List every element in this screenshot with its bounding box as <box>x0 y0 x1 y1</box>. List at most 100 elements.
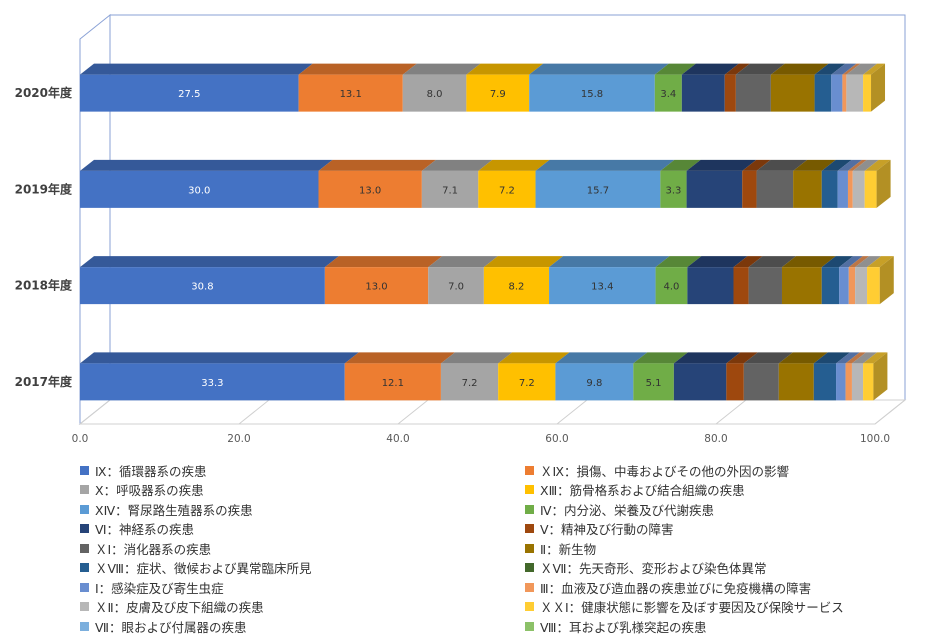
bar-segment-top <box>478 159 550 171</box>
legend-label: ⅩⅣ：腎尿路生殖器系の疾患 <box>95 502 253 518</box>
x-tick-label: 0.0 <box>72 433 89 445</box>
bar-segment-top <box>402 63 481 75</box>
legend-item: ＸＸⅠ：健康状態に影響を及ぼす要因及び保険サービス <box>525 597 844 617</box>
bar-segment <box>742 170 757 208</box>
legend-item: Ⅳ：内分泌、栄養及び代謝疾患 <box>525 499 714 519</box>
legend-swatch <box>525 563 534 572</box>
bar-segment-top <box>298 63 417 75</box>
bar-segment-top <box>80 256 339 268</box>
bar-segment <box>837 170 848 208</box>
legend-swatch <box>80 563 89 572</box>
bar-segment <box>863 363 874 401</box>
legend-label: ＸⅡ：皮膚及び皮下組織の疾患 <box>95 600 264 615</box>
bar-segment-top <box>847 159 867 171</box>
legend-swatch <box>525 621 534 631</box>
bar-segment-top <box>863 352 888 364</box>
bar-segment-top <box>687 256 748 268</box>
bar-stack: 33.3 12.1 7.2 7.2 9.8 5.1 <box>80 352 888 401</box>
gridline <box>556 399 588 425</box>
bar-segment-top <box>848 256 870 268</box>
legend-label: ＸⅠ：消化器系の疾患 <box>95 541 212 557</box>
legend-label: ＸⅧ：症状、徴候および異常臨床所見 <box>95 561 312 576</box>
data-label: 30.0 <box>188 185 210 196</box>
bar-segment-top <box>655 256 702 268</box>
legend-label: ⅩⅢ：筋骨格系および結合組織の疾患 <box>540 483 745 498</box>
legend-label: Ⅶ：眼および付属器の疾患 <box>95 619 247 635</box>
bar-segment <box>478 170 536 208</box>
bar-segment <box>846 74 864 112</box>
bar-segment-top <box>855 256 882 268</box>
bar-segment-top <box>733 256 763 268</box>
bar-segment <box>80 363 345 401</box>
data-label: 27.5 <box>178 89 200 100</box>
data-label: 15.8 <box>581 89 603 100</box>
bar-segment <box>813 363 837 401</box>
data-label: 7.2 <box>462 378 478 389</box>
bar-segment-top <box>836 352 860 364</box>
legend-item: ＸⅨ：損傷、中毒およびその他の外因の影響 <box>525 460 789 480</box>
bar-segment-top <box>839 256 863 268</box>
category-label: 2020年度 <box>15 85 73 100</box>
bar-end-cap <box>879 256 894 305</box>
bar-segment <box>726 363 744 401</box>
gridline <box>397 399 429 425</box>
legend-item: ＸⅡ：皮膚及び皮下組織の疾患 <box>80 597 264 617</box>
bar-segment <box>847 170 853 208</box>
legend-swatch <box>80 524 89 533</box>
bar-segment <box>555 363 634 401</box>
gridline <box>715 399 747 425</box>
bar-segment <box>852 170 865 208</box>
bar-segment-top <box>748 256 796 268</box>
legend-label: ＸＸⅠ：健康状態に影響を及ぼす要因及び保険サービス <box>540 600 844 615</box>
legend-label: ＸⅦ：先天奇形、変形および染色体異常 <box>540 561 767 576</box>
bar-segment-top <box>842 63 861 75</box>
gridline <box>238 399 270 425</box>
data-label: 8.2 <box>509 282 525 293</box>
data-label: 13.0 <box>359 185 381 196</box>
bar-segment <box>839 267 849 305</box>
data-label: 7.1 <box>442 185 458 196</box>
legend-item: Ⅵ：神経系の疾患 <box>80 519 194 539</box>
bar-segment <box>80 74 299 112</box>
bar-segment-top <box>633 352 688 364</box>
legend-item: ＸⅦ：先天奇形、変形および染色体異常 <box>525 558 767 578</box>
legend-item: ＸⅠ：消化器系の疾患 <box>80 538 211 558</box>
data-label: 15.7 <box>587 185 609 196</box>
x-tick-label: 80.0 <box>704 433 727 445</box>
bar-segment <box>421 170 479 208</box>
bar-segment-top <box>756 159 808 171</box>
bar-segment <box>686 170 743 208</box>
bar-segment-top <box>318 159 436 171</box>
bar-segment-top <box>867 256 894 268</box>
bar-segment-top <box>421 159 493 171</box>
legend-item: Ⅷ：耳および乳様突起の疾患 <box>525 616 706 636</box>
bar-segment-top <box>845 352 866 364</box>
bar-segment <box>864 170 877 208</box>
bar-segment-top <box>837 159 862 171</box>
bar-end-cap <box>876 159 891 208</box>
legend-swatch <box>525 485 534 494</box>
bar-segment <box>848 267 856 305</box>
x-tick-label: 40.0 <box>386 433 409 445</box>
legend-swatch <box>80 485 89 494</box>
bar-segment-top <box>821 159 852 171</box>
bar-segment <box>867 267 880 305</box>
bar-segment <box>687 267 734 305</box>
bar-segment-top <box>813 352 851 364</box>
bar-segment <box>298 74 403 112</box>
data-label: 3.4 <box>660 89 676 100</box>
x-tick-label: 60.0 <box>545 433 568 445</box>
bar-segment <box>778 363 814 401</box>
data-label: 9.8 <box>586 378 602 389</box>
bar-segment-top <box>440 352 513 364</box>
gridline <box>874 399 906 425</box>
legend-label: Ⅵ：神経系の疾患 <box>95 522 195 537</box>
data-label: 13.0 <box>365 282 387 293</box>
bar-segment-top <box>770 63 829 75</box>
bar-stack: 30.8 13.0 7.0 8.2 13.4 4.0 <box>80 256 894 305</box>
legend-item: ＸⅧ：症状、徴候および異常臨床所見 <box>80 558 311 578</box>
bar-segment <box>318 170 422 208</box>
bar-segment-top <box>549 256 670 268</box>
legend-item: Ⅰ：感染症及び寄生虫症 <box>80 577 224 597</box>
